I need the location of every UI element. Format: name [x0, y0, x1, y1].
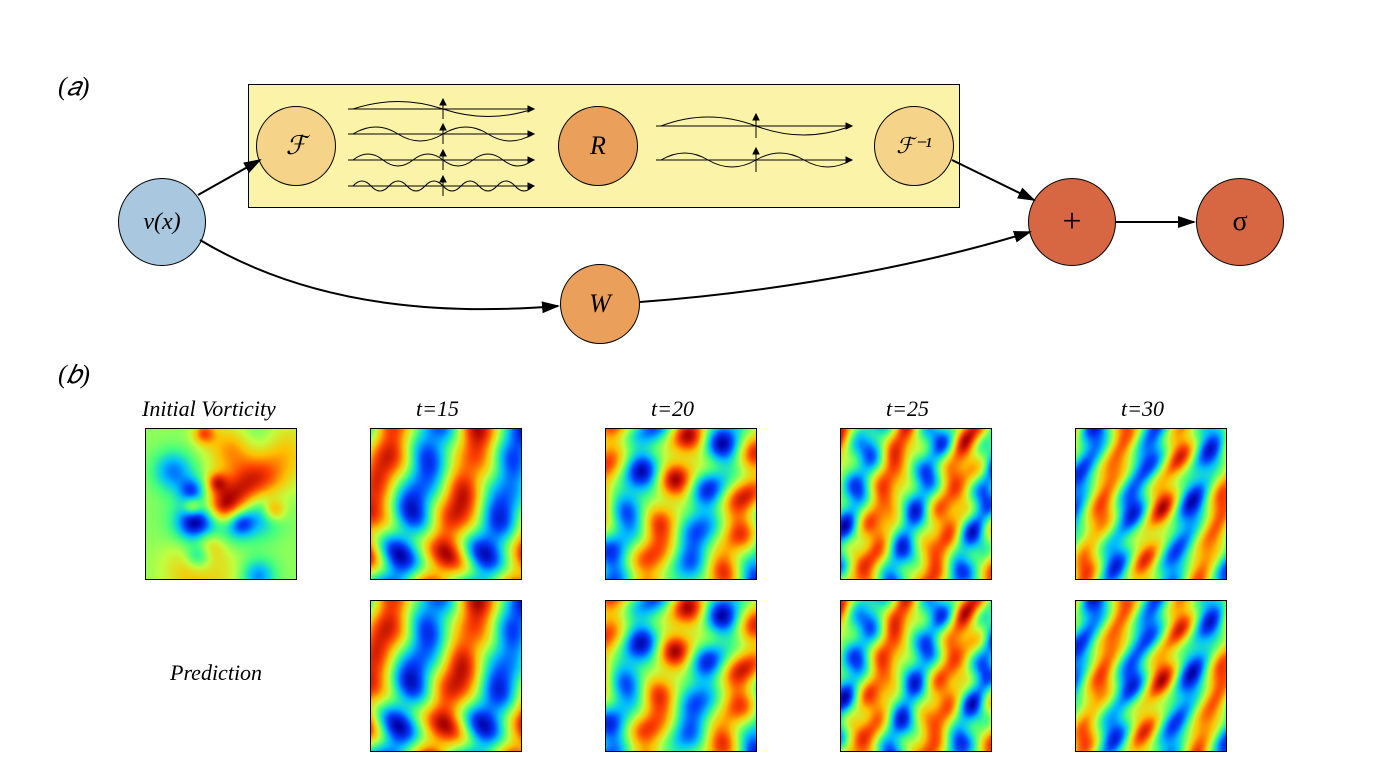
time-label-0: t=15 [416, 396, 459, 422]
node-vx: v(x) [118, 178, 206, 266]
vorticity-pred-t25 [840, 600, 992, 752]
vorticity-truth-t15 [370, 428, 522, 580]
vorticity-pred-t15 [370, 600, 522, 752]
time-label-1: t=20 [651, 396, 694, 422]
vorticity-truth-t25 [840, 428, 992, 580]
node-sigma: σ [1196, 178, 1284, 266]
vorticity-truth-t30 [1075, 428, 1227, 580]
prediction-label: Prediction [170, 660, 262, 686]
node-plus: + [1028, 178, 1116, 266]
panel-label-a: (𝑎) [58, 72, 89, 103]
initial-vorticity-label: Initial Vorticity [142, 396, 276, 422]
node-fourier-label: ℱ [286, 131, 306, 161]
time-label-3: t=30 [1121, 396, 1164, 422]
wave-group-left [348, 96, 538, 198]
node-w-label: W [589, 289, 611, 319]
panel-label-b: (𝑏) [58, 360, 90, 391]
node-r: R [558, 106, 638, 186]
node-fourier-inv: ℱ⁻¹ [874, 106, 954, 186]
vorticity-truth-t20 [605, 428, 757, 580]
node-fourier-inv-label: ℱ⁻¹ [896, 133, 932, 159]
time-label-2: t=25 [886, 396, 929, 422]
node-fourier: ℱ [256, 106, 336, 186]
vorticity-pred-t20 [605, 600, 757, 752]
vorticity-initial [145, 428, 297, 580]
node-plus-label: + [1062, 203, 1081, 241]
node-vx-label: v(x) [143, 209, 180, 236]
node-w: W [560, 264, 640, 344]
node-r-label: R [590, 131, 606, 161]
node-sigma-label: σ [1232, 206, 1247, 238]
wave-group-right [656, 108, 856, 178]
vorticity-pred-t30 [1075, 600, 1227, 752]
